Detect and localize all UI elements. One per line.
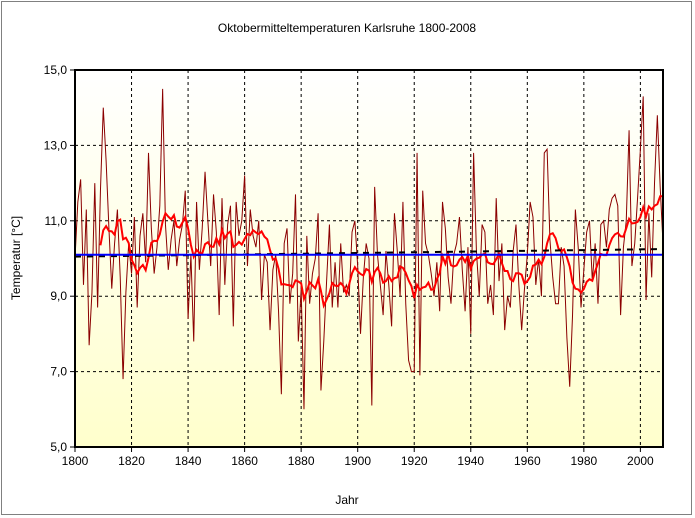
y-tick-label: 13,0 (44, 138, 68, 152)
y-tick-label: 11,0 (45, 214, 68, 228)
plot-border (74, 69, 664, 448)
x-tick-label: 1940 (457, 454, 484, 468)
x-tick-label: 1920 (401, 454, 428, 468)
y-tick-label: 9,0 (50, 289, 67, 303)
x-tick-label: 1860 (231, 454, 258, 468)
x-tick-label: 1980 (570, 454, 597, 468)
x-tick-label: 1880 (288, 454, 315, 468)
chart-title: Oktobermitteltemperaturen Karlsruhe 1800… (218, 21, 476, 35)
annual-temperature-line (74, 88, 664, 410)
x-tick-label: 1900 (344, 454, 371, 468)
x-tick-label: 2000 (627, 454, 654, 468)
y-tick-label: 15,0 (44, 63, 68, 77)
x-axis-label: Jahr (335, 493, 358, 507)
y-axis-label: Temperatur [°C] (9, 216, 23, 300)
x-tick-label: 1840 (175, 454, 202, 468)
x-tick-label: 1960 (514, 454, 541, 468)
x-tick-label: 1800 (62, 454, 89, 468)
y-tick-label: 5,0 (50, 440, 67, 454)
x-tick-label: 1820 (118, 454, 145, 468)
y-tick-label: 7,0 (50, 365, 67, 379)
